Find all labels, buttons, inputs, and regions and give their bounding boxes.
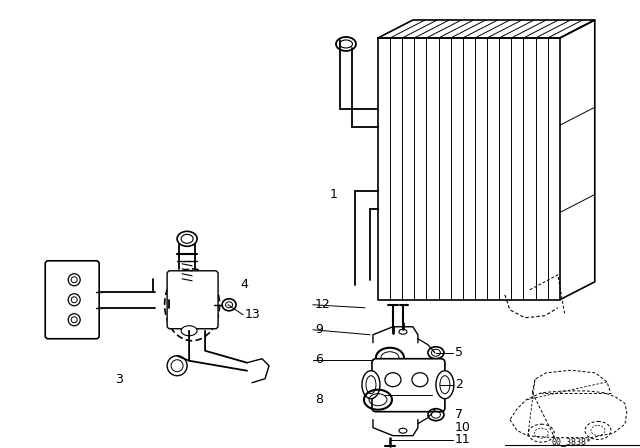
Text: 6: 6 [315,353,323,366]
Text: 12: 12 [315,298,331,311]
Text: 13: 13 [245,308,261,321]
FancyBboxPatch shape [45,261,99,339]
Ellipse shape [181,326,197,336]
Text: 8: 8 [315,393,323,406]
Text: 00_3838*: 00_3838* [552,437,592,446]
Ellipse shape [436,370,454,399]
FancyBboxPatch shape [167,271,218,329]
Ellipse shape [362,370,380,399]
Text: 2: 2 [455,378,463,391]
Text: 10: 10 [455,421,471,434]
Text: 3: 3 [115,373,123,386]
Text: 9: 9 [315,323,323,336]
Text: 1: 1 [330,188,338,201]
Text: 5: 5 [455,346,463,359]
Text: 7: 7 [455,408,463,421]
Text: 11: 11 [455,433,470,446]
Ellipse shape [177,231,197,246]
Text: 4: 4 [240,278,248,291]
FancyBboxPatch shape [372,359,445,412]
Ellipse shape [164,269,220,341]
